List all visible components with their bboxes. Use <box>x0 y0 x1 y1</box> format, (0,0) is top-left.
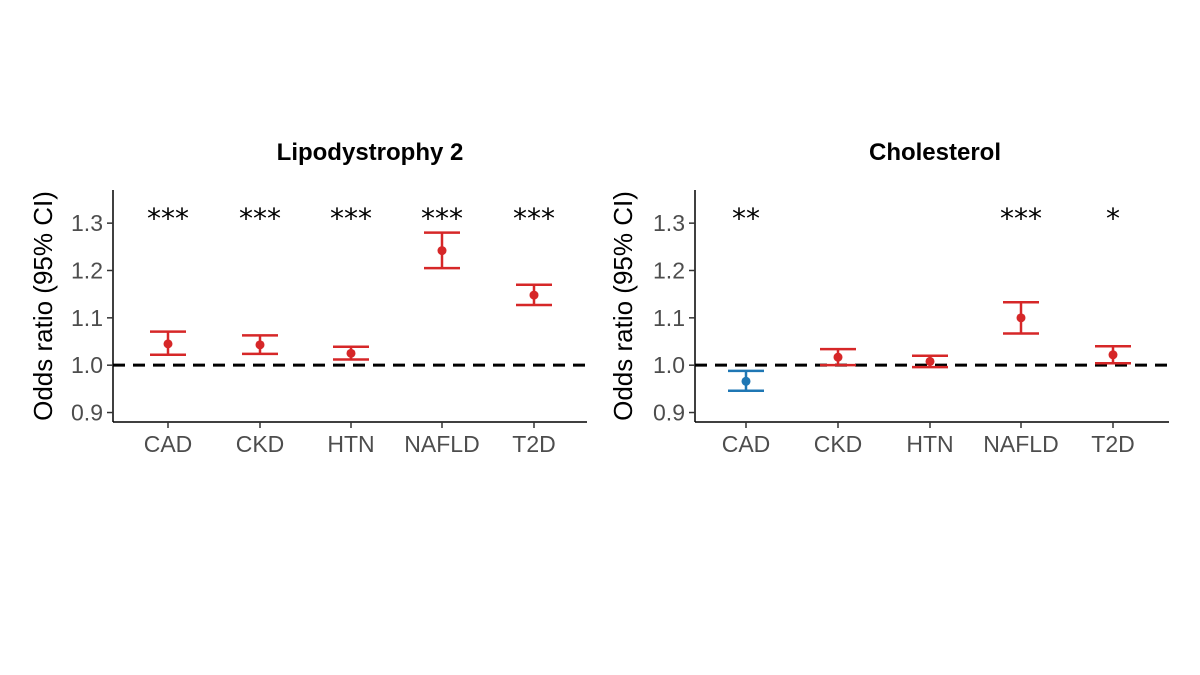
errorbar-nafld <box>424 231 460 270</box>
estimate-point <box>1016 313 1026 323</box>
estimate-point <box>163 339 173 349</box>
y-tick-label: 1.1 <box>71 305 103 331</box>
estimate-point <box>1108 350 1118 360</box>
significance-label: * <box>1106 202 1120 235</box>
errorbar-ckd <box>820 347 856 367</box>
y-tick-label: 1.3 <box>71 210 103 236</box>
y-axis-label: Odds ratio (95% CI) <box>28 191 58 421</box>
errorbar-nafld <box>1003 300 1039 335</box>
x-tick-label: NAFLD <box>983 431 1058 457</box>
x-tick-label: T2D <box>1091 431 1134 457</box>
x-tick-label: HTN <box>906 431 953 457</box>
errorbar-ckd <box>242 334 278 356</box>
errorbar-cad <box>728 369 764 393</box>
chart-panel-2: Cholesterol Odds ratio (95% CI) 0.9 1.0 1.1 1… <box>608 139 1169 457</box>
estimate-point <box>741 376 751 386</box>
y-tick-label: 0.9 <box>653 400 685 426</box>
x-tick-label: HTN <box>327 431 374 457</box>
significance-label: *** <box>239 202 281 235</box>
significance-label: *** <box>147 202 189 235</box>
x-tick-label: CKD <box>814 431 863 457</box>
y-tick-label: 1.0 <box>71 352 103 378</box>
y-tick-label: 1.0 <box>653 352 685 378</box>
x-tick-label: CAD <box>722 431 771 457</box>
x-tick-label: NAFLD <box>404 431 479 457</box>
chart-title: Lipodystrophy 2 <box>277 139 464 166</box>
significance-label: *** <box>1000 202 1042 235</box>
estimate-point <box>346 348 356 358</box>
significance-label: *** <box>421 202 463 235</box>
significance-label: ** <box>732 202 760 235</box>
estimate-point <box>529 290 539 300</box>
errorbar-cad <box>150 330 186 357</box>
errorbar-htn <box>333 345 369 361</box>
y-tick-label: 1.2 <box>71 257 103 283</box>
y-tick-label: 1.1 <box>653 305 685 331</box>
estimate-point <box>833 352 843 362</box>
errorbar-t2d <box>516 283 552 307</box>
significance-label: *** <box>330 202 372 235</box>
errorbar-t2d <box>1095 344 1131 365</box>
estimate-point <box>255 340 265 350</box>
y-axis-label: Odds ratio (95% CI) <box>608 191 638 421</box>
estimate-point <box>925 356 935 366</box>
x-tick-label: T2D <box>512 431 555 457</box>
x-tick-label: CKD <box>236 431 285 457</box>
errorbar-htn <box>912 354 948 369</box>
x-tick-label: CAD <box>144 431 193 457</box>
y-tick-label: 1.3 <box>653 210 685 236</box>
estimate-point <box>437 246 447 256</box>
y-tick-label: 1.2 <box>653 257 685 283</box>
chart-title: Cholesterol <box>869 139 1001 166</box>
y-tick-label: 0.9 <box>71 400 103 426</box>
significance-label: *** <box>513 202 555 235</box>
chart-panel-1: Lipodystrophy 2 Odds ratio (95% CI) 0.9 1.0… <box>28 139 587 457</box>
